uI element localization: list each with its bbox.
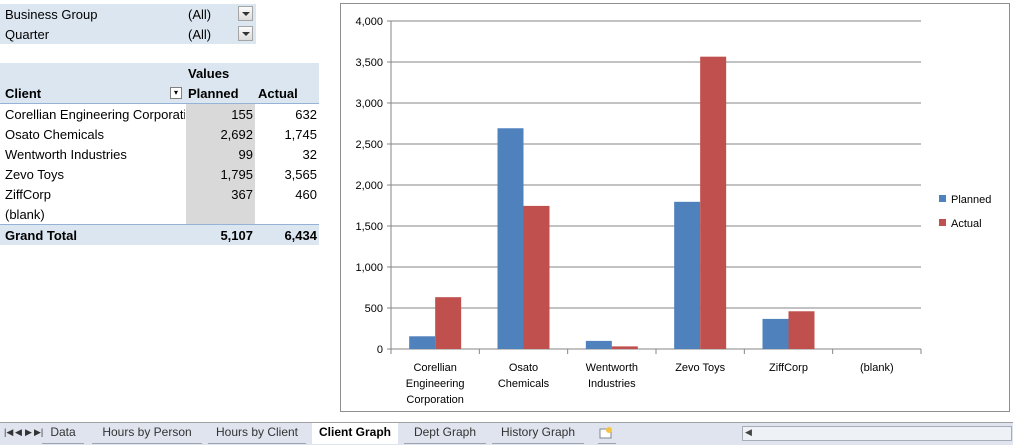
bar-planned [762, 318, 789, 349]
table-row[interactable]: Zevo Toys 1,795 3,565 [0, 164, 319, 184]
prev-sheet-icon[interactable]: ◀ [15, 427, 22, 437]
y-tick-label: 0 [377, 344, 383, 356]
actual-cell[interactable]: 32 [302, 147, 317, 162]
pivot-values-row: Values [0, 63, 319, 83]
legend-swatch [939, 219, 946, 226]
bar-planned [409, 336, 436, 349]
tab-dept-graph[interactable]: Dept Graph [404, 423, 486, 444]
actual-cell[interactable]: 3,565 [284, 167, 317, 182]
y-tick-label: 3,000 [355, 98, 383, 110]
x-tick-label: Engineering [406, 378, 465, 390]
table-row[interactable]: Wentworth Industries 99 32 [0, 144, 319, 164]
actual-header: Actual [258, 86, 298, 101]
last-sheet-icon[interactable]: ▶| [34, 427, 44, 437]
filter-business-group: Business Group (All) [0, 4, 256, 24]
actual-cell[interactable]: 460 [295, 187, 317, 202]
x-tick-label: (blank) [860, 362, 894, 374]
bar-planned [674, 201, 701, 349]
grand-total-row[interactable]: Grand Total 5,107 6,434 [0, 224, 319, 245]
planned-cell[interactable] [186, 204, 255, 224]
planned-cell[interactable]: 155 [186, 104, 255, 124]
tab-hours-by-client[interactable]: Hours by Client [208, 423, 306, 444]
legend-label: Actual [951, 218, 982, 230]
bar-actual [523, 205, 550, 349]
horizontal-scrollbar[interactable]: ◀ [742, 426, 1012, 441]
y-tick-label: 1,000 [355, 262, 383, 274]
actual-cell[interactable] [256, 204, 319, 224]
filter-value: (All) [188, 27, 212, 42]
y-tick-label: 500 [365, 303, 383, 315]
bar-actual [788, 311, 815, 349]
table-row[interactable]: Corellian Engineering Corporation 155 63… [0, 104, 319, 124]
next-sheet-icon[interactable]: ▶ [25, 427, 32, 437]
client-cell[interactable]: Zevo Toys [5, 167, 65, 182]
first-sheet-icon[interactable]: |◀ [4, 427, 14, 437]
x-tick-label: Chemicals [498, 378, 550, 390]
table-row[interactable]: ZiffCorp 367 460 [0, 184, 319, 204]
client-cell[interactable]: Wentworth Industries [5, 147, 127, 162]
grand-total-label[interactable]: Grand Total [5, 228, 77, 243]
x-tick-label: Osato [509, 362, 538, 374]
chevron-down-icon[interactable] [238, 6, 253, 21]
filter-value: (All) [188, 7, 212, 22]
actual-cell[interactable]: 1,745 [284, 127, 317, 142]
table-row[interactable]: (blank) [0, 204, 319, 224]
legend-label: Planned [951, 194, 991, 206]
values-header: Values [188, 66, 230, 81]
actual-cell[interactable]: 632 [295, 107, 317, 122]
planned-cell[interactable]: 367 [186, 184, 255, 204]
client-cell[interactable]: (blank) [5, 207, 45, 222]
tab-client-graph[interactable]: Client Graph [312, 423, 398, 444]
client-cell[interactable]: Corellian Engineering Corporation [5, 107, 185, 122]
filter-label: Quarter [5, 27, 50, 42]
filter-label: Business Group [5, 7, 98, 22]
planned-header: Planned [188, 86, 239, 101]
bar-planned [585, 340, 612, 349]
insert-sheet-icon[interactable] [598, 423, 616, 444]
x-tick-label: Corporation [406, 394, 463, 406]
tab-data[interactable]: Data [42, 423, 84, 444]
chevron-down-icon[interactable] [238, 26, 253, 41]
legend-swatch [939, 195, 946, 202]
x-tick-label: ZiffCorp [769, 362, 808, 374]
x-tick-label: Corellian [413, 362, 456, 374]
y-tick-label: 2,500 [355, 139, 383, 151]
filter-sort-icon[interactable]: ▾ [170, 87, 182, 99]
client-cell[interactable]: ZiffCorp [5, 187, 51, 202]
y-tick-label: 2,000 [355, 180, 383, 192]
sheet-tab-bar: |◀ ◀ ▶ ▶| Data Hours by Person Hours by Cl… [0, 422, 1013, 445]
bar-actual [700, 56, 727, 350]
bar-planned [497, 128, 524, 349]
y-tick-label: 4,000 [355, 16, 383, 28]
client-header[interactable]: Client [5, 86, 42, 101]
bar-actual [435, 297, 462, 349]
planned-cell[interactable]: 1,795 [186, 164, 255, 184]
y-tick-label: 1,500 [355, 221, 383, 233]
client-cell[interactable]: Osato Chemicals [5, 127, 104, 142]
grand-total-actual[interactable]: 6,434 [284, 228, 317, 243]
table-row[interactable]: Osato Chemicals 2,692 1,745 [0, 124, 319, 144]
filter-quarter: Quarter (All) [0, 24, 256, 44]
bar-actual [611, 346, 638, 349]
tab-hours-by-person[interactable]: Hours by Person [92, 423, 202, 444]
planned-cell[interactable]: 99 [186, 144, 255, 164]
client-chart[interactable]: 0 500 1,000 1,500 2,000 2,500 3,000 3,500 4,000 C… [340, 3, 1010, 412]
tab-history-graph[interactable]: History Graph [492, 423, 584, 444]
planned-cell[interactable]: 2,692 [186, 124, 255, 144]
pivot-table: Values Client ▾ Planned Actual Corellian… [0, 63, 319, 245]
grand-total-planned[interactable]: 5,107 [220, 228, 253, 243]
pivot-header-row: Client ▾ Planned Actual [0, 83, 319, 104]
chart-svg: 0 500 1,000 1,500 2,000 2,500 3,000 3,500 4,000 C… [355, 16, 991, 406]
y-tick-label: 3,500 [355, 57, 383, 69]
x-tick-label: Zevo Toys [675, 362, 725, 374]
scroll-left-icon[interactable]: ◀ [745, 427, 752, 437]
x-tick-label: Industries [588, 378, 636, 390]
x-tick-label: Wentworth [586, 362, 638, 374]
